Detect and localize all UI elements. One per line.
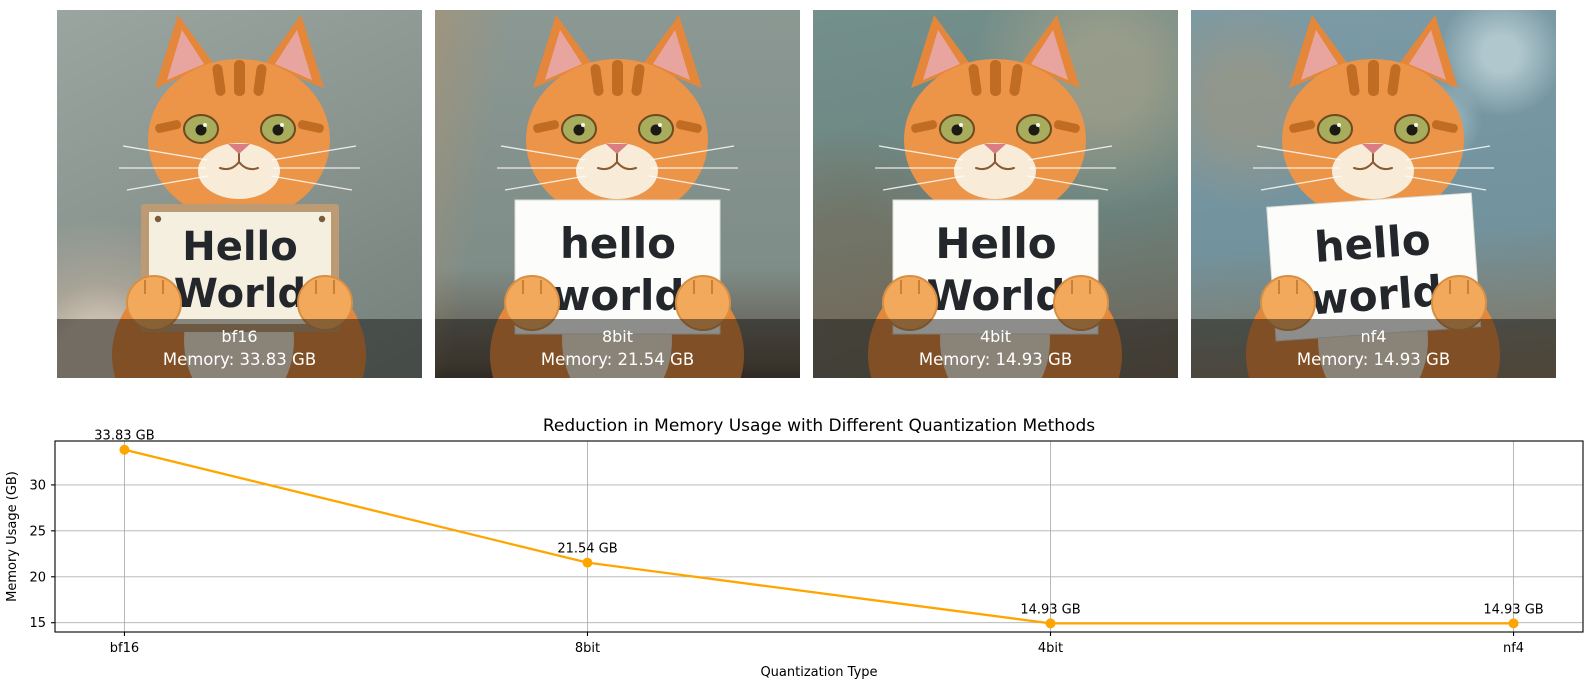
sign-text-line1: Hello bbox=[182, 224, 298, 270]
image-panel-4bit: Hello World 4bit Memory: 14.93 GB bbox=[813, 10, 1178, 378]
sign-text-line1: hello bbox=[560, 219, 676, 268]
sign-text-line2: world bbox=[552, 271, 685, 320]
hello-world-sign: hello world bbox=[1266, 192, 1482, 342]
x-axis-label: Quantization Type bbox=[760, 665, 877, 680]
image-panel-nf4: hello world nf4 Memory: 14.93 GB bbox=[1191, 10, 1556, 378]
memory-usage-chart: 15 20 25 30 bf16 8bit 4bit nf4 33.83 GB 21.54 GB 1… bbox=[0, 411, 1589, 688]
x-tick-label: 8bit bbox=[575, 641, 600, 656]
data-point-label: 14.93 GB bbox=[1020, 602, 1080, 617]
x-tick-label: 4bit bbox=[1038, 641, 1063, 656]
y-axis-label: Memory Usage (GB) bbox=[5, 471, 20, 602]
caption-overlay: nf4 Memory: 14.93 GB bbox=[1191, 319, 1556, 378]
caption-memory: Memory: 14.93 GB bbox=[918, 350, 1073, 369]
sign-text-line2: World bbox=[174, 271, 306, 317]
plot-border bbox=[54, 440, 1584, 633]
y-tick-label: 15 bbox=[29, 616, 46, 631]
sign-text-line2: world bbox=[1308, 266, 1444, 324]
y-tick-label: 25 bbox=[29, 524, 46, 539]
x-tick-label: bf16 bbox=[110, 641, 139, 656]
data-point bbox=[582, 557, 593, 568]
data-point-label: 21.54 GB bbox=[557, 542, 617, 557]
image-panel-8bit: hello world 8bit Memory: 21.54 GB bbox=[435, 10, 800, 378]
data-line bbox=[124, 448, 1514, 625]
sign-text-line1: Hello bbox=[935, 219, 1056, 268]
caption-label: 4bit bbox=[979, 327, 1012, 346]
y-tick-label: 20 bbox=[29, 570, 46, 585]
caption-memory: Memory: 21.54 GB bbox=[540, 350, 695, 369]
sign-text-line1: hello bbox=[1313, 215, 1432, 272]
data-point-label: 14.93 GB bbox=[1483, 602, 1543, 617]
sign-text-line2: World bbox=[927, 271, 1066, 320]
cat-photo: hello world bbox=[1245, 14, 1501, 378]
data-point bbox=[1508, 618, 1519, 629]
cat-photo: hello world bbox=[489, 14, 745, 378]
caption-label: bf16 bbox=[221, 327, 258, 346]
cat-photo: Hello World bbox=[111, 14, 367, 378]
caption-memory: Memory: 14.93 GB bbox=[1296, 350, 1451, 369]
data-point bbox=[1045, 618, 1056, 629]
caption-overlay: bf16 Memory: 33.83 GB bbox=[57, 319, 422, 378]
cat-photo: Hello World bbox=[867, 14, 1123, 378]
caption-memory: Memory: 33.83 GB bbox=[162, 350, 317, 369]
quantized-image-grid: Hello World bf16 Memory: 33.83 GB hello … bbox=[57, 10, 1556, 378]
image-panel-bf16: Hello World bf16 Memory: 33.83 GB bbox=[57, 10, 422, 378]
data-point-label: 33.83 GB bbox=[94, 429, 154, 444]
x-tick-label: nf4 bbox=[1503, 641, 1524, 656]
caption-label: 8bit bbox=[601, 327, 634, 346]
caption-label: nf4 bbox=[1360, 327, 1387, 346]
y-tick-label: 30 bbox=[29, 478, 46, 493]
data-point bbox=[119, 444, 130, 455]
line-chart: 15 20 25 30 bf16 8bit 4bit nf4 33.83 GB 21.54 GB 1… bbox=[5, 416, 1584, 680]
chart-title: Reduction in Memory Usage with Different… bbox=[543, 416, 1095, 436]
caption-overlay: 8bit Memory: 21.54 GB bbox=[435, 319, 800, 378]
caption-overlay: 4bit Memory: 14.93 GB bbox=[813, 319, 1178, 378]
